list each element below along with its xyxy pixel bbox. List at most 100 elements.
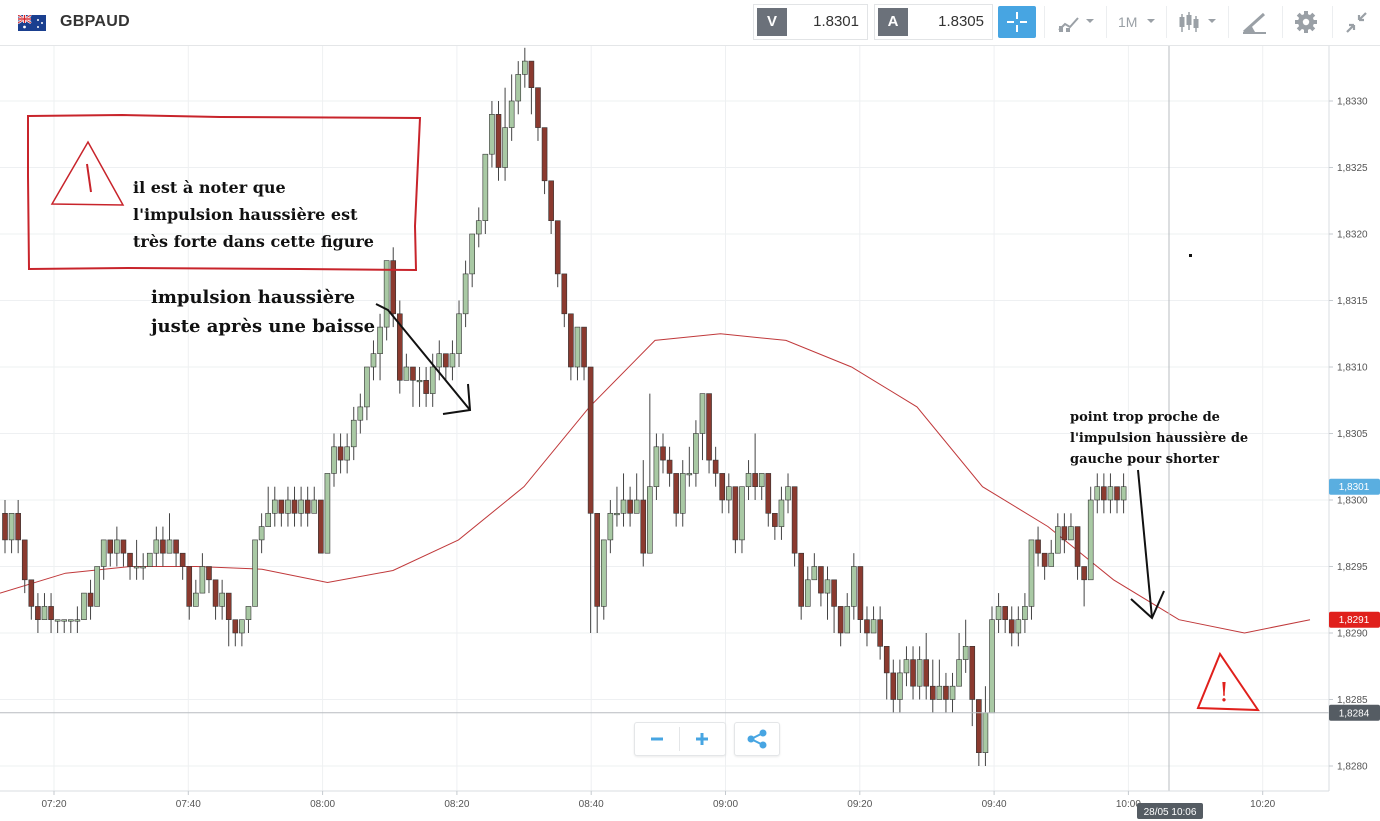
candle (929, 659, 936, 713)
candle-body-down (232, 619, 239, 634)
candle (1114, 486, 1120, 514)
candle (798, 552, 804, 620)
buy-price-button[interactable]: A 1.8305 (874, 4, 993, 40)
candle (133, 539, 140, 580)
candle-body-up (357, 406, 364, 421)
candle (245, 606, 252, 633)
candle-body-up (1087, 499, 1094, 581)
candle (160, 526, 166, 567)
chart-type-icon (1058, 17, 1094, 32)
candle-body-up (344, 446, 350, 461)
candle-body-down (390, 260, 397, 315)
candle (877, 606, 883, 660)
buy-price: 1.8305 (938, 13, 984, 30)
candle (429, 353, 436, 407)
x-tick-label: 07:20 (41, 799, 66, 810)
candle (890, 659, 897, 713)
candle-body-down (1061, 526, 1068, 541)
collapse-button[interactable] (1332, 6, 1380, 38)
candle (1074, 526, 1081, 580)
candle-body-up (68, 619, 74, 622)
settings-button[interactable] (1282, 6, 1331, 38)
candle (285, 486, 291, 527)
price-tag-label: 1,8291 (1339, 615, 1370, 626)
annotation-line: gauche pour shorter (1070, 452, 1220, 467)
candle-body-up (522, 60, 528, 75)
annotation-arrow-left (375, 303, 472, 415)
gear-icon (1295, 11, 1317, 33)
candle (199, 553, 206, 594)
candle (640, 460, 647, 567)
candle-body-down (495, 114, 502, 168)
candle (1081, 566, 1087, 607)
candle (811, 553, 818, 581)
candle-body-up (870, 619, 877, 634)
candle (653, 433, 660, 500)
candle-body-up (54, 619, 61, 622)
zoom-in-button[interactable] (680, 723, 724, 755)
candle (186, 566, 193, 620)
chart-type-button[interactable] (1044, 6, 1105, 38)
candle-body-down (160, 539, 166, 554)
annotation-warning-box (27, 113, 422, 272)
candle-body-down (21, 539, 28, 581)
candle-body-down (798, 552, 804, 607)
candle (357, 393, 364, 434)
candle-body-up (989, 619, 995, 714)
candle (916, 646, 923, 700)
candle-body-down (278, 499, 285, 514)
candle (114, 526, 120, 567)
crosshair-button[interactable] (998, 6, 1036, 38)
candle-body-up (982, 712, 989, 753)
candle (522, 47, 528, 88)
chart-toolbar: GBPAUD V 1.8301 A 1.8305 1M (0, 0, 1380, 46)
candle-body-down (923, 659, 930, 687)
candle (1101, 473, 1107, 514)
annotation-line: l'impulsion haussière est (133, 205, 358, 224)
price-chart[interactable]: 1,8280 1,8285 1,8290 1,8295 1,8300 1,8305 1,83… (0, 46, 1380, 821)
candle (265, 486, 272, 527)
candle-body-up (824, 579, 831, 594)
price-tag-bg (1329, 478, 1380, 495)
candles-button[interactable] (1166, 6, 1227, 38)
candle (416, 367, 423, 407)
candle (673, 473, 679, 527)
annotation-arrow-right (1130, 254, 1192, 620)
candle (633, 473, 640, 514)
candle-body-down (107, 539, 114, 554)
candle-body-down (554, 220, 561, 275)
zoom-out-button[interactable] (635, 723, 679, 755)
plus-icon (696, 733, 708, 745)
candle-body-up (239, 619, 245, 634)
candle (936, 659, 943, 700)
candle (883, 645, 890, 700)
candle-body-up (995, 606, 1002, 621)
candle (679, 460, 686, 527)
candle-body-down (791, 486, 798, 554)
y-tick-label: 1,8330 (1337, 97, 1368, 108)
candle (1107, 473, 1114, 514)
timeframe-dropdown[interactable] (1106, 6, 1165, 38)
y-tick-label: 1,8285 (1337, 695, 1368, 706)
candle-body-down (1114, 486, 1120, 501)
candle (271, 486, 278, 527)
draw-tool-button[interactable] (1228, 6, 1281, 38)
candle (449, 340, 456, 381)
candle (739, 486, 745, 554)
candle-body-up (739, 486, 745, 541)
sell-price-button[interactable]: V 1.8301 (753, 4, 868, 40)
candle-body-down (640, 499, 647, 554)
candle (647, 393, 653, 554)
candle (758, 473, 765, 500)
share-button[interactable] (734, 722, 780, 756)
candle (745, 460, 752, 500)
candle (600, 539, 607, 620)
candle (1061, 513, 1068, 554)
warning-marker: ! (1219, 678, 1229, 708)
candle-body-down (627, 499, 633, 514)
candle (949, 672, 956, 713)
candle (824, 566, 831, 620)
candle-body-up (252, 539, 258, 607)
candle-body-down (1101, 486, 1107, 501)
candle (502, 87, 508, 181)
